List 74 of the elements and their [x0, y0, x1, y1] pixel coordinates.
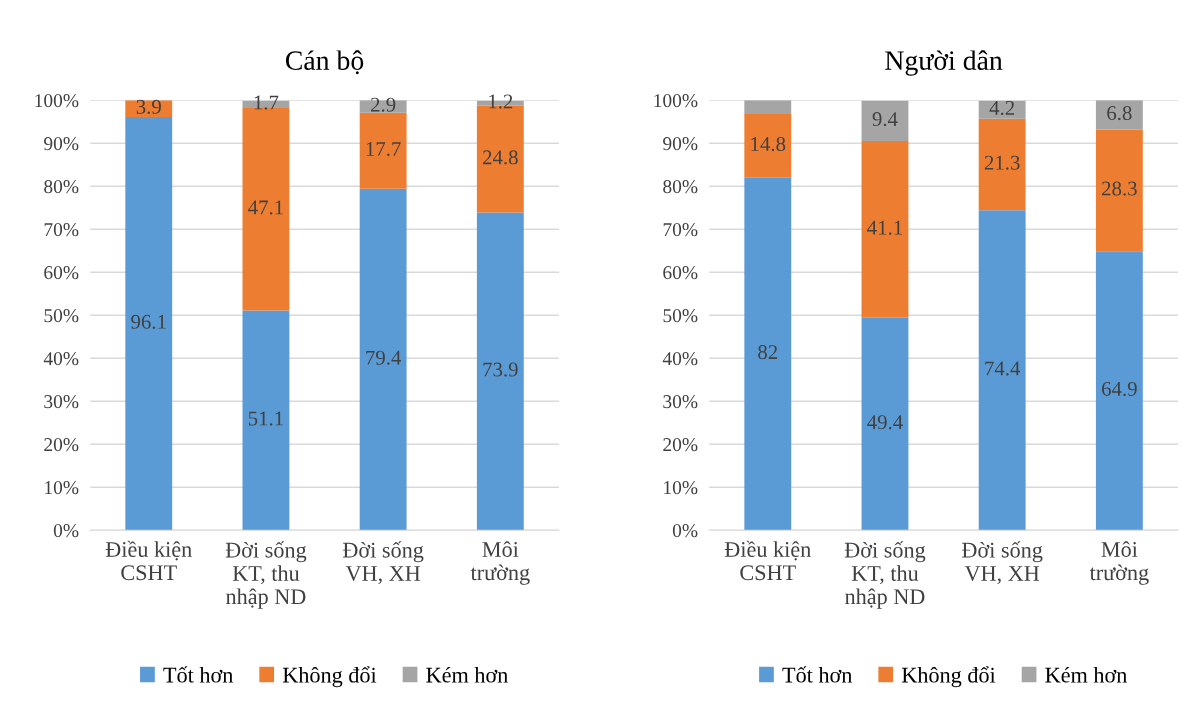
y-tick-label: 20%: [44, 438, 79, 452]
x-tick-label: Điều kiện CSHT: [105, 540, 192, 581]
chart-title: Cán bộ: [285, 50, 364, 75]
bar: [861, 141, 909, 318]
y-tick-label: 10%: [45, 481, 79, 495]
data-label: 4.2: [989, 100, 1015, 116]
x-tick-label: Môi trường: [470, 541, 530, 585]
bar: [978, 118, 1026, 211]
y-tick-label: 10%: [664, 481, 698, 495]
bar: [359, 188, 407, 531]
y-tick-label: 80%: [44, 180, 79, 194]
bar: [242, 310, 290, 531]
x-tick-label: Đời sống KT, thu nhập ND: [225, 541, 307, 609]
y-tick-label: 80%: [663, 180, 698, 194]
y-tick-label: 50%: [44, 309, 79, 323]
bar: [125, 117, 173, 531]
data-label: 73.9: [483, 362, 518, 377]
data-label: 6.8: [1107, 106, 1132, 121]
data-label: 3.9: [136, 99, 161, 114]
legend-label: Không đổi: [282, 666, 377, 688]
data-label: 79.4: [366, 350, 402, 365]
legend-label: Tốt hơn: [782, 666, 853, 683]
y-tick-label: 0%: [53, 524, 79, 538]
y-tick-label: 30%: [663, 395, 698, 409]
data-label: 28.3: [1102, 181, 1137, 196]
bar: [1095, 251, 1143, 531]
y-tick-label: 60%: [44, 266, 79, 280]
data-label: 9.4: [872, 112, 898, 127]
x-tick-label: Môi trường: [1089, 541, 1149, 585]
data-label: 21.3: [984, 155, 1020, 170]
data-label: 2.9: [371, 97, 396, 112]
x-tick-label: Đời sống VH, XH: [961, 541, 1043, 585]
y-tick-label: 0%: [672, 524, 698, 538]
data-label: 96.1: [131, 314, 166, 329]
bar: [1095, 129, 1143, 252]
y-tick-label: 40%: [43, 352, 79, 366]
bar: [861, 100, 909, 142]
y-tick-label: 70%: [44, 223, 79, 237]
data-label: 14.8: [751, 136, 786, 152]
data-label: 47.1: [248, 200, 283, 215]
legend-label: Kém hơn: [1045, 666, 1128, 683]
y-tick-label: 20%: [663, 438, 698, 452]
y-tick-label: 40%: [662, 352, 698, 366]
legend-label: Tốt hơn: [163, 666, 234, 683]
y-tick-label: 100%: [654, 94, 698, 108]
y-tick-label: 60%: [663, 266, 698, 280]
data-label: 74.4: [985, 361, 1021, 376]
bar: [861, 317, 909, 531]
x-tick-label: Điều kiện CSHT: [724, 540, 811, 581]
data-label: 82: [758, 345, 778, 360]
bar: [744, 100, 792, 115]
y-tick-label: 100%: [35, 94, 79, 108]
data-label: 49.4: [867, 415, 903, 430]
bar: [978, 100, 1026, 119]
y-tick-label: 50%: [663, 309, 698, 323]
chart-title: Người dân: [885, 50, 1003, 76]
data-label: 17.7: [366, 142, 401, 157]
data-label: 51.1: [248, 411, 283, 426]
bar: [978, 210, 1026, 531]
x-tick-label: Đời sống VH, XH: [342, 541, 424, 585]
y-tick-label: 30%: [44, 395, 79, 409]
bar: [744, 177, 792, 531]
y-tick-label: 90%: [663, 137, 698, 151]
y-tick-label: 90%: [44, 137, 79, 151]
legend-label: Kém hơn: [426, 666, 508, 683]
y-tick-label: 70%: [663, 223, 698, 237]
bar: [476, 212, 524, 531]
data-label: 41.1: [867, 220, 902, 235]
bar: [359, 112, 407, 189]
data-label: 24.8: [483, 150, 518, 165]
data-label: 64.9: [1102, 381, 1137, 396]
bar: [744, 114, 792, 178]
x-tick-label: Đời sống KT, thu nhập ND: [844, 541, 926, 609]
legend-label: Không đổi: [901, 666, 996, 688]
